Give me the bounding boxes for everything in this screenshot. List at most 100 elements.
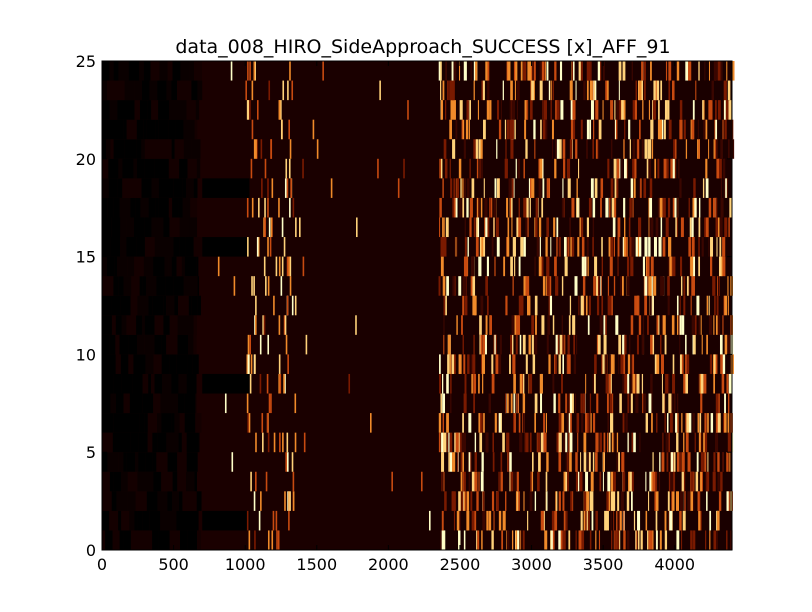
heatmap-cell: [691, 276, 695, 296]
heatmap-cell: [618, 80, 620, 101]
heatmap-cell: [644, 139, 648, 159]
heatmap-cell: [134, 80, 143, 101]
heatmap-cell: [132, 471, 138, 492]
heatmap-cell: [119, 530, 124, 550]
heatmap-cell: [495, 217, 499, 238]
heatmap-cell: [488, 510, 492, 531]
heatmap-cell: [724, 295, 728, 316]
heatmap-cell: [102, 373, 114, 394]
heatmap-cell: [506, 432, 510, 453]
heatmap-cell: [355, 315, 357, 335]
heatmap-cell: [543, 510, 545, 531]
heatmap-cell: [718, 491, 722, 511]
heatmap-cell: [197, 276, 200, 296]
heatmap-cell: [546, 491, 548, 511]
heatmap-cell: [589, 413, 591, 433]
heatmap-cell: [273, 295, 275, 316]
heatmap-cell: [292, 197, 295, 218]
heatmap-cell: [680, 452, 682, 472]
heatmap-cell: [133, 158, 137, 179]
heatmap-background: [102, 61, 732, 550]
heatmap-cell: [512, 334, 514, 355]
heatmap-cell: [135, 491, 140, 511]
heatmap-cell: [258, 510, 261, 531]
heatmap-cell: [565, 393, 567, 414]
heatmap-cell: [267, 237, 269, 257]
heatmap-cell: [147, 413, 158, 433]
heatmap-cell: [603, 452, 605, 472]
heatmap-cell: [102, 217, 112, 238]
heatmap-cell: [683, 119, 686, 140]
heatmap-cell: [662, 393, 665, 414]
heatmap-cell: [667, 197, 671, 218]
heatmap-cell: [675, 217, 678, 238]
heatmap-cell: [556, 139, 560, 159]
heatmap-cell: [546, 61, 549, 81]
heatmap-cell: [601, 354, 603, 374]
heatmap-cell: [183, 276, 194, 296]
heatmap-cell: [720, 256, 723, 277]
heatmap-cell: [622, 373, 625, 394]
heatmap-cell: [596, 276, 598, 296]
heatmap-cell: [160, 510, 168, 531]
heatmap-cell: [632, 373, 636, 394]
heatmap-cell: [624, 158, 627, 179]
heatmap-cell: [629, 237, 632, 257]
heatmap-cell: [639, 119, 641, 140]
heatmap-cell: [512, 276, 514, 296]
heatmap-cell: [728, 393, 730, 414]
heatmap-cell: [284, 178, 287, 198]
heatmap-cell: [708, 139, 710, 159]
heatmap-cell: [723, 100, 727, 120]
heatmap-cell: [620, 491, 624, 511]
heatmap-cell: [673, 158, 677, 179]
heatmap-cell: [439, 217, 441, 238]
heatmap-cell: [689, 256, 691, 277]
heatmap-cell: [143, 256, 154, 277]
heatmap-cell: [559, 139, 562, 159]
x-tick-label: 3500: [583, 555, 624, 574]
heatmap-cell: [268, 393, 271, 414]
heatmap-cell: [569, 393, 573, 414]
heatmap-cell: [168, 197, 173, 218]
heatmap-cell: [263, 256, 266, 277]
heatmap-row: [102, 61, 735, 81]
heatmap-cell: [605, 510, 609, 531]
heatmap-cell: [612, 432, 616, 453]
heatmap-cell: [525, 276, 529, 296]
heatmap-cell: [492, 432, 494, 453]
heatmap-cell: [516, 393, 518, 414]
heatmap-cell: [706, 295, 709, 316]
heatmap-cell: [195, 100, 200, 120]
heatmap-cell: [558, 530, 562, 550]
heatmap-cell: [506, 61, 508, 81]
heatmap-cell: [247, 237, 249, 257]
heatmap-cell: [563, 237, 567, 257]
heatmap-cell: [619, 393, 622, 414]
heatmap-cell: [567, 178, 571, 198]
heatmap-cell: [510, 139, 514, 159]
heatmap-cell: [170, 432, 176, 453]
heatmap-cell: [147, 432, 153, 453]
heatmap-cell: [575, 452, 578, 472]
heatmap-cell: [122, 178, 134, 198]
heatmap-cell: [251, 119, 254, 140]
heatmap-cell: [546, 217, 549, 238]
heatmap-cell: [555, 354, 557, 374]
heatmap-cell: [456, 315, 458, 335]
heatmap-cell: [633, 178, 636, 198]
heatmap-cell: [581, 237, 585, 257]
heatmap-cell: [720, 139, 723, 159]
heatmap-cell: [558, 354, 561, 374]
heatmap-cell: [629, 197, 632, 218]
heatmap-cell: [449, 354, 451, 374]
heatmap-cell: [550, 80, 552, 101]
heatmap-cell: [672, 197, 675, 218]
heatmap-cell: [674, 197, 677, 218]
heatmap-cell: [665, 432, 669, 453]
heatmap-cell: [248, 530, 251, 550]
heatmap-cell: [587, 413, 591, 433]
heatmap-cell: [302, 256, 305, 277]
heatmap-cell: [247, 61, 249, 81]
heatmap-cell: [123, 452, 127, 472]
